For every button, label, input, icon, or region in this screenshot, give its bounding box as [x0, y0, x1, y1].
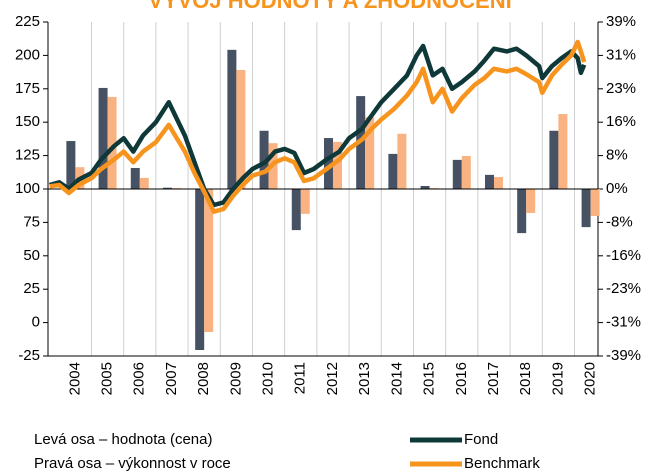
bar [388, 153, 398, 189]
y2-tick-label: -8% [606, 213, 633, 230]
y2-tick-label: 8% [606, 147, 628, 164]
y2-tick-label: 16% [606, 113, 636, 130]
bar [558, 114, 568, 189]
y2-tick-label: 23% [606, 80, 636, 97]
y2-tick-label: -39% [606, 347, 641, 364]
bar [420, 186, 430, 189]
legend-label: Fond [464, 431, 498, 448]
x-tick-label: 2009 [227, 362, 244, 395]
line [49, 39, 587, 214]
bar [236, 69, 246, 189]
bar [332, 141, 342, 189]
bar [581, 189, 591, 228]
y-tick-label: 125 [15, 147, 40, 164]
bar [590, 189, 600, 216]
bar [259, 130, 269, 189]
y2-tick-label: 0% [606, 180, 628, 197]
bar [195, 189, 205, 351]
annotation: Levá osa – hodnota (cena) [34, 431, 212, 448]
y-tick-label: 150 [15, 113, 40, 130]
x-tick-label: 2012 [324, 362, 341, 395]
x-tick-label: 2018 [517, 362, 534, 395]
y-tick-label: 25 [23, 280, 40, 297]
y2-tick-label: -31% [606, 314, 641, 331]
bar [365, 117, 375, 189]
bar [204, 189, 214, 333]
bar [452, 159, 462, 189]
bar [517, 189, 527, 234]
y-tick-label: -25 [18, 347, 40, 364]
x-tick-label: 2008 [195, 362, 212, 395]
bar [493, 177, 503, 189]
bar [461, 156, 471, 189]
x-tick-label: 2006 [131, 362, 148, 395]
x-tick-label: 2005 [99, 362, 116, 395]
y-tick-label: 50 [23, 247, 40, 264]
x-tick-label: 2020 [582, 362, 599, 395]
bar [162, 187, 172, 189]
legend-label: Benchmark [464, 455, 540, 472]
bar [323, 138, 333, 189]
y-tick-label: 100 [15, 180, 40, 197]
bar [526, 189, 536, 213]
bar [98, 87, 108, 189]
y-tick-label: 200 [15, 46, 40, 63]
chart-title: VÝVOJ HODNOTY A ZHODNOCENÍ [148, 0, 512, 13]
y2-tick-label: 39% [606, 13, 636, 30]
bar [130, 168, 140, 189]
y2-tick-label: -16% [606, 247, 641, 264]
y-tick-label: 0 [32, 314, 40, 331]
bar [291, 189, 301, 231]
x-tick-label: 2011 [292, 362, 309, 394]
x-tick-label: 2016 [453, 362, 470, 395]
x-tick-label: 2015 [421, 362, 438, 395]
bar [107, 96, 117, 189]
x-tick-label: 2017 [485, 362, 502, 395]
bar [227, 49, 237, 190]
bar [549, 130, 559, 189]
y2-tick-label: -23% [606, 280, 641, 297]
bar [397, 133, 407, 189]
y-tick-label: 75 [23, 213, 40, 230]
x-tick-label: 2019 [549, 362, 566, 395]
x-tick-label: 2014 [388, 362, 405, 395]
x-tick-label: 2007 [163, 362, 180, 395]
line [48, 43, 587, 208]
x-tick-label: 2010 [260, 362, 277, 395]
bar [139, 177, 149, 189]
y-tick-label: 175 [15, 80, 40, 97]
bar [66, 141, 76, 189]
bar [300, 189, 310, 214]
x-tick-label: 2004 [66, 362, 83, 395]
y2-tick-label: 31% [606, 46, 636, 63]
bar [484, 174, 494, 189]
x-tick-label: 2013 [356, 362, 373, 395]
annotation: Pravá osa – výkonnost v roce [34, 455, 231, 472]
y-tick-label: 225 [15, 13, 40, 30]
